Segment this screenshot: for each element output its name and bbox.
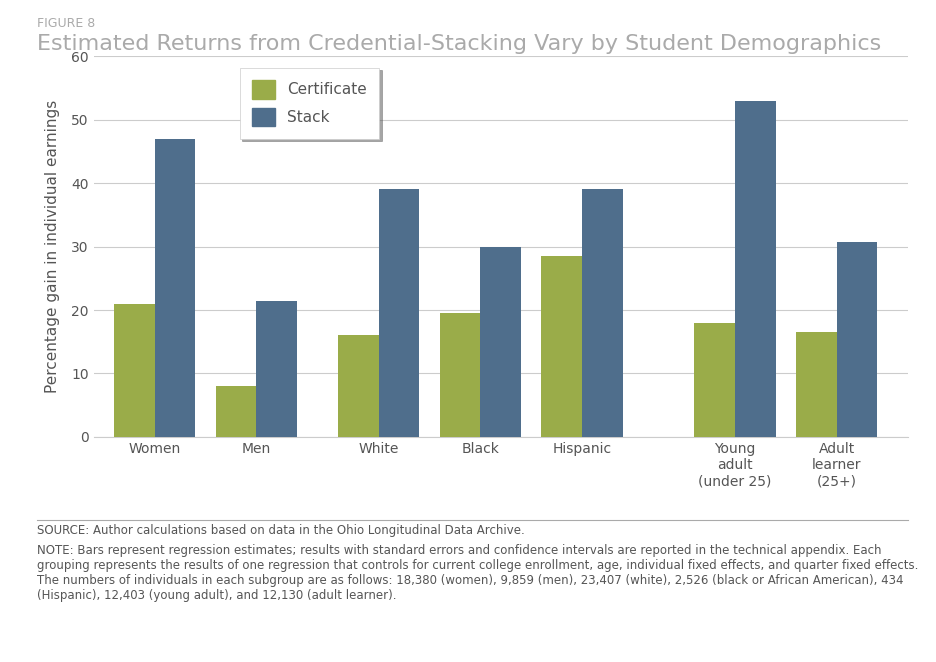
Bar: [582, 189, 623, 437]
Bar: [541, 256, 582, 437]
Bar: [154, 139, 196, 437]
Text: Estimated Returns from Credential-Stacking Vary by Student Demographics: Estimated Returns from Credential-Stacki…: [37, 34, 882, 54]
Bar: [114, 304, 154, 437]
Bar: [378, 189, 419, 437]
Text: FIGURE 8: FIGURE 8: [37, 17, 95, 30]
Bar: [215, 386, 256, 437]
Bar: [735, 101, 776, 437]
Bar: [695, 323, 735, 437]
Bar: [338, 336, 378, 437]
Y-axis label: Percentage gain in individual earnings: Percentage gain in individual earnings: [45, 100, 60, 393]
Legend: Certificate, Stack: Certificate, Stack: [240, 68, 379, 138]
Text: NOTE: Bars represent regression estimates; results with standard errors and conf: NOTE: Bars represent regression estimate…: [37, 544, 919, 602]
Bar: [796, 332, 837, 437]
Bar: [256, 301, 298, 437]
Text: SOURCE: Author calculations based on data in the Ohio Longitudinal Data Archive.: SOURCE: Author calculations based on dat…: [37, 524, 525, 538]
Bar: [837, 242, 877, 437]
Bar: [480, 247, 521, 437]
Bar: [440, 313, 480, 437]
